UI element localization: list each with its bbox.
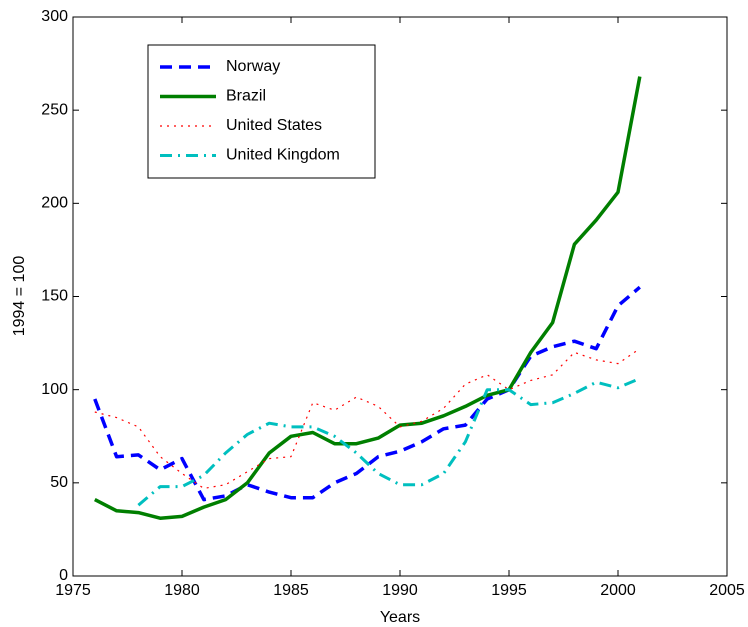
y-tick-label: 150	[41, 288, 68, 305]
x-tick-label: 1995	[491, 582, 527, 599]
series-line	[93, 285, 641, 502]
y-tick-label: 100	[41, 381, 68, 398]
x-tick-label: 1985	[273, 582, 309, 599]
series-line	[137, 377, 641, 507]
y-tick-label: 50	[50, 474, 68, 491]
x-tick-label: 2000	[600, 582, 636, 599]
legend-label: Norway	[226, 58, 280, 75]
x-tick-label: 1990	[382, 582, 418, 599]
y-tick-label: 200	[41, 195, 68, 212]
series-line	[94, 76, 642, 520]
series-line	[94, 348, 641, 489]
legend-label: Brazil	[226, 88, 266, 105]
x-tick-label: 2005	[709, 582, 745, 599]
y-tick-label: 0	[59, 567, 68, 584]
x-tick-label: 1975	[55, 582, 91, 599]
x-axis-label: Years	[380, 609, 420, 626]
legend-label: United Kingdom	[226, 147, 340, 164]
x-tick-label: 1980	[164, 582, 200, 599]
legend-label: United States	[226, 117, 322, 134]
y-tick-label: 250	[41, 101, 68, 118]
y-axis-label: 1994 = 100	[11, 256, 28, 337]
plot-frame	[72, 16, 728, 577]
y-tick-label: 300	[41, 8, 68, 25]
